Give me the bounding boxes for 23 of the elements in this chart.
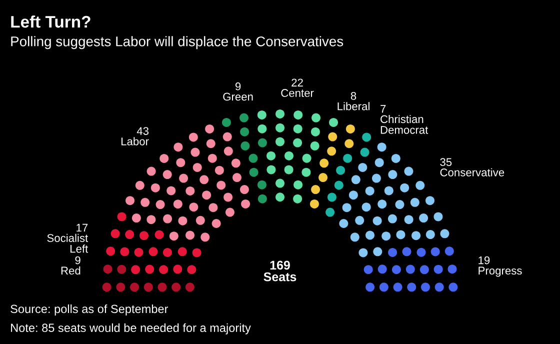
data-label: 19 <box>478 256 490 264</box>
data-label: 7 <box>380 104 386 113</box>
category-label: Labor <box>122 137 149 146</box>
category-label: Progress <box>478 266 522 277</box>
category-label: Green <box>223 92 253 101</box>
data-label: 9 <box>235 82 241 90</box>
category-label: Liberal <box>338 102 370 110</box>
category-label: Socialist Left <box>47 234 88 253</box>
data-label: 43 <box>136 127 149 135</box>
category-label: Conservative <box>440 168 504 176</box>
text: Polling suggests Labor will displace the Conservatives <box>11 36 344 50</box>
source-note: Source: polls as of September <box>10 304 168 316</box>
category-label: Center <box>281 89 314 97</box>
category-label: Christian Democrat <box>380 114 428 134</box>
data-label: 22 <box>292 78 303 86</box>
data-label: 8 <box>350 92 356 100</box>
data-label: 9 <box>75 256 80 264</box>
text: Left Turn? <box>11 15 90 28</box>
category-label: Red <box>61 266 80 275</box>
data-label: 35 <box>440 158 452 166</box>
data-label: 17 <box>76 224 88 232</box>
text: 169 Seats <box>264 260 296 282</box>
text: Note: 85 seats would be needed for a majority <box>11 323 251 334</box>
